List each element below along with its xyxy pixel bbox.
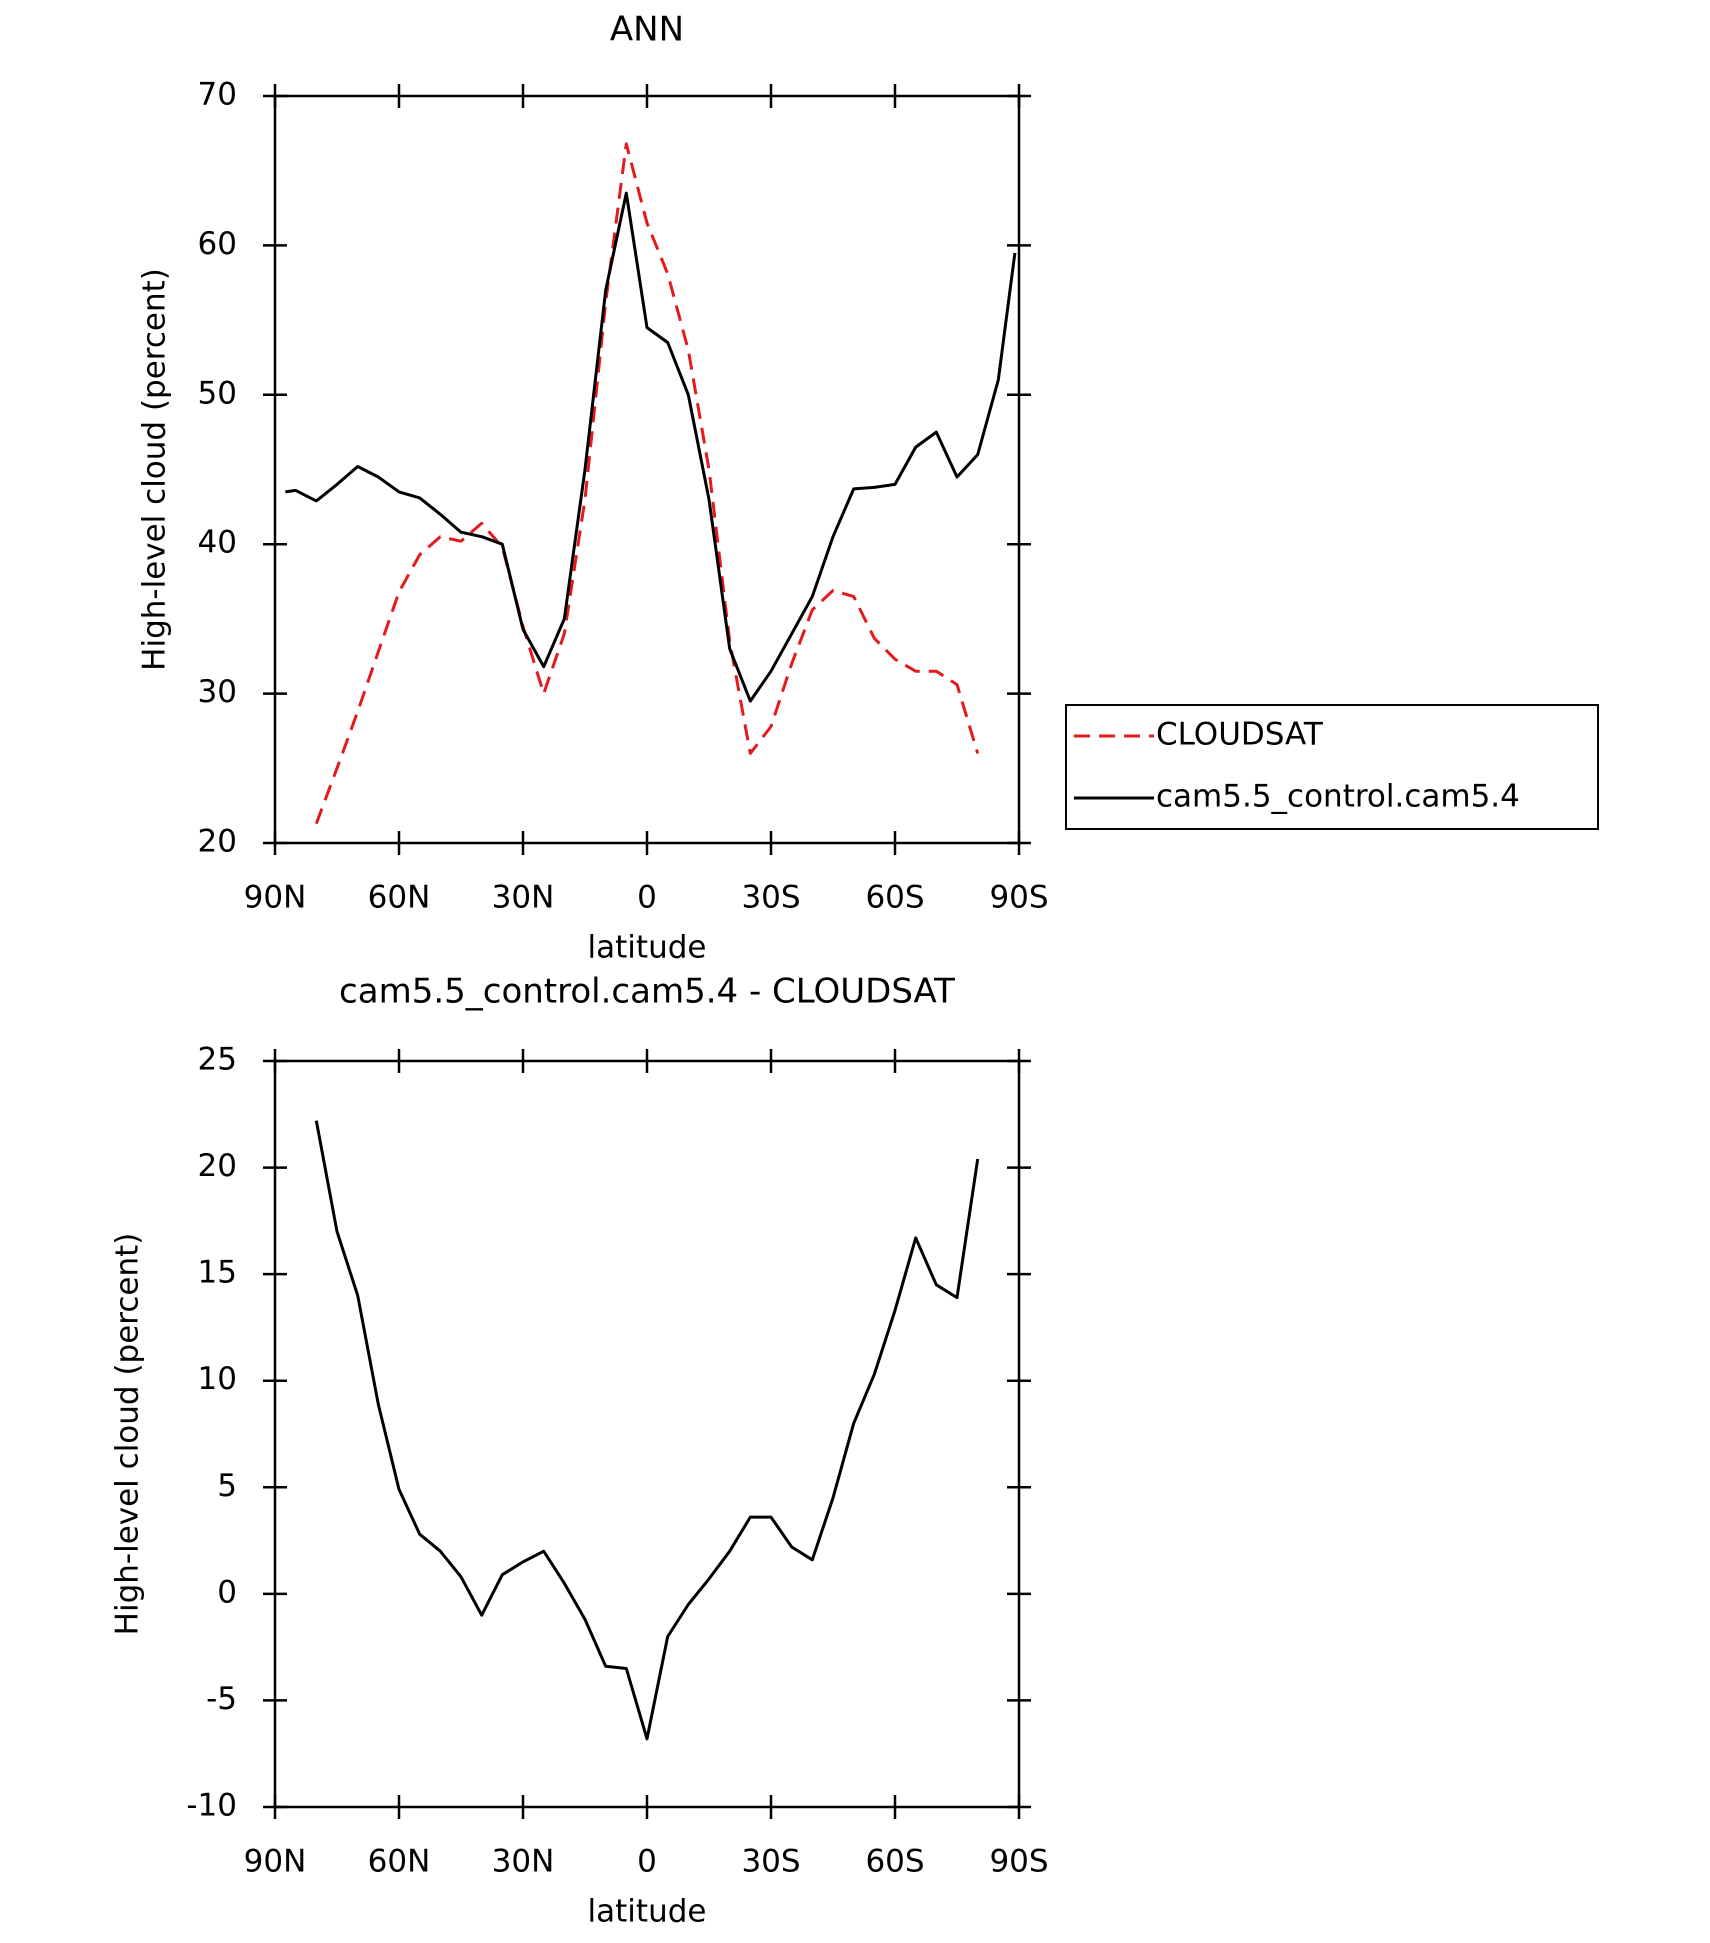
y-tick-label: 15 (198, 1255, 237, 1291)
legend-label: CLOUDSAT (1156, 717, 1324, 753)
x-tick-label: 0 (637, 1844, 657, 1880)
x-axis-label: latitude (588, 1894, 707, 1930)
y-axis-label: High-level cloud (percent) (110, 1233, 146, 1636)
x-tick-label: 90N (244, 1844, 307, 1880)
data-line (314, 142, 980, 825)
y-tick-label: 0 (217, 1574, 237, 1610)
chart-title: cam5.5_control.cam5.4 - CLOUDSAT (339, 972, 955, 1012)
x-tick-label: 90S (989, 1844, 1048, 1880)
y-tick-label: 20 (198, 824, 237, 860)
x-axis-label: latitude (588, 930, 707, 966)
x-tick-label: 60S (865, 1844, 924, 1880)
x-tick-label: 30S (741, 1844, 800, 1880)
data-line (285, 191, 1017, 703)
y-tick-label: 20 (198, 1148, 237, 1184)
x-tick-label: 0 (637, 880, 657, 916)
y-tick-label: 70 (198, 77, 237, 113)
data-line (314, 1120, 980, 1741)
y-tick-label: 10 (198, 1361, 237, 1397)
legend-box (1065, 704, 1599, 830)
y-tick-label: 30 (198, 674, 237, 710)
y-tick-label: 60 (198, 226, 237, 262)
x-tick-label: 30N (492, 880, 555, 916)
y-tick-label: 40 (198, 525, 237, 561)
plot-frame (273, 94, 1021, 845)
x-tick-label: 90N (244, 880, 307, 916)
y-axis-label: High-level cloud (percent) (137, 268, 173, 671)
y-tick-label: 25 (198, 1042, 237, 1078)
y-tick-label: 5 (217, 1468, 237, 1504)
legend-label: cam5.5_control.cam5.4 (1156, 779, 1520, 815)
chart-title: ANN (610, 10, 684, 50)
y-tick-label: -10 (186, 1788, 237, 1824)
x-tick-label: 30S (741, 880, 800, 916)
x-tick-label: 60N (368, 1844, 431, 1880)
x-tick-label: 60S (865, 880, 924, 916)
x-tick-label: 60N (368, 880, 431, 916)
y-tick-label: 50 (198, 375, 237, 411)
x-tick-label: 90S (989, 880, 1048, 916)
y-tick-label: -5 (206, 1681, 237, 1717)
x-tick-label: 30N (492, 1844, 555, 1880)
